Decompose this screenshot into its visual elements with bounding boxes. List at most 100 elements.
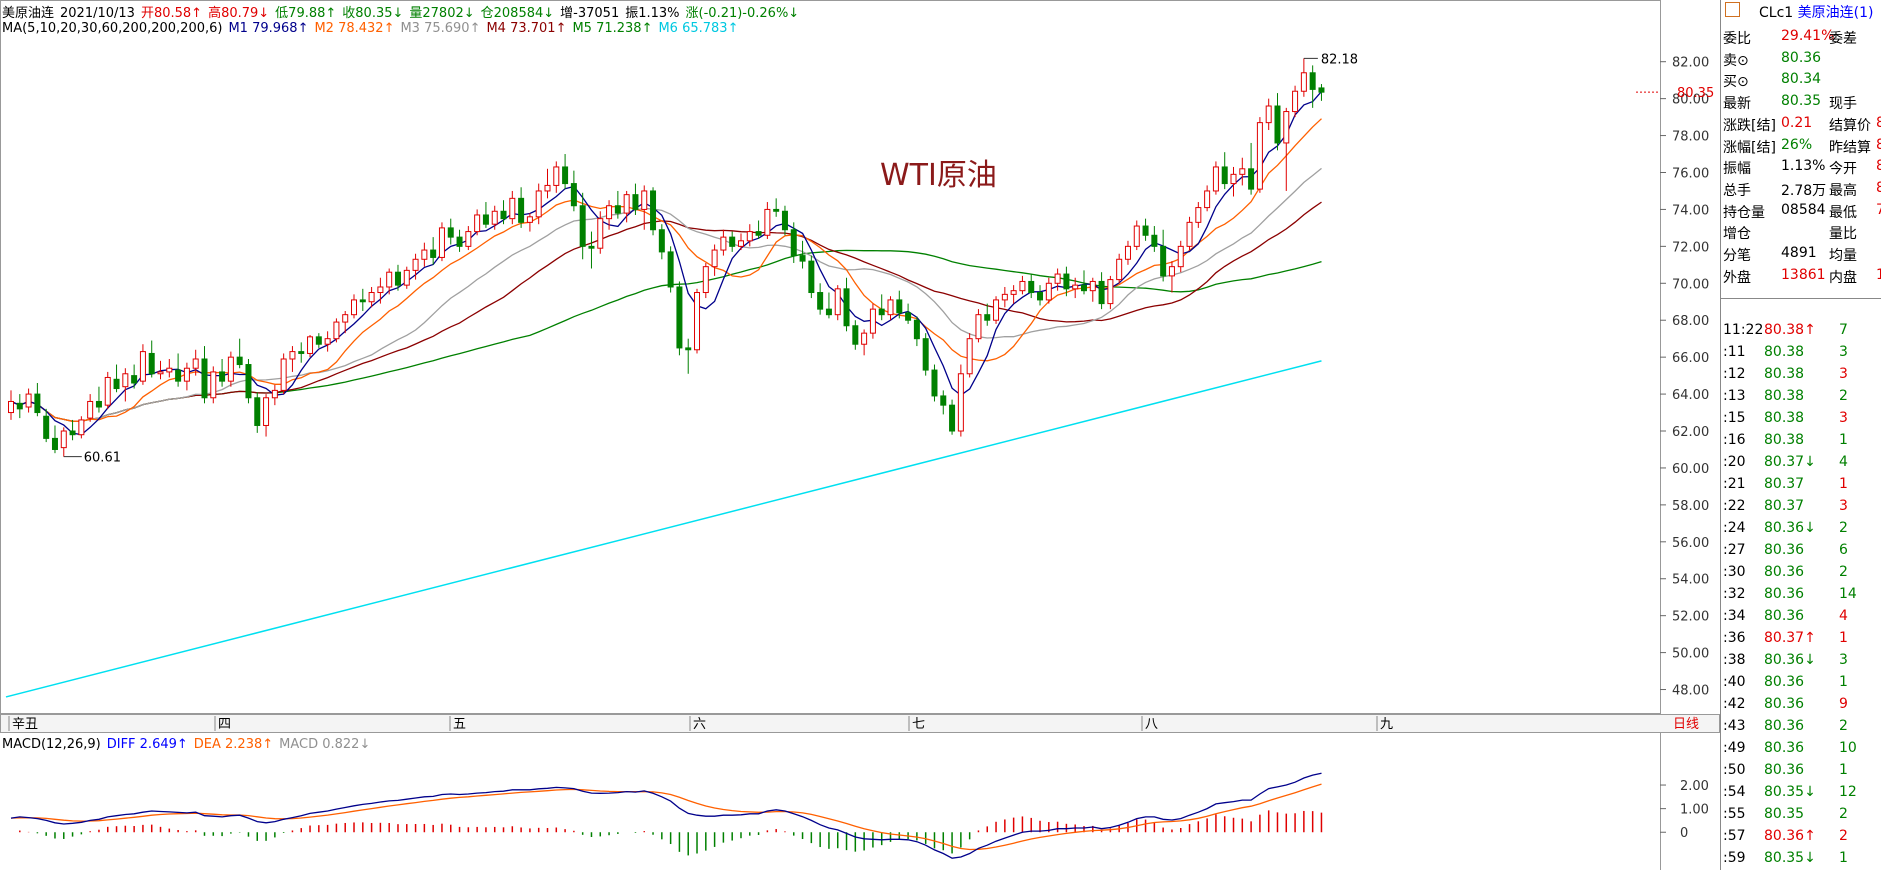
tick-row: :34 80.36 4 [1721,606,1881,628]
candle-body [526,216,533,223]
change-value: 涨(-0.21)-0.26%↓ [685,6,800,21]
tick-row: :43 80.36 2 [1721,716,1881,738]
candle-body [1098,280,1105,305]
tick-row: 11:22 80.38↑ 7 [1721,320,1881,342]
candle-body [421,249,428,260]
candle-body [975,314,982,340]
candle-body [614,205,621,214]
candle-body [131,375,138,384]
month-label: 六 [693,717,706,732]
candle-body [544,184,551,192]
candle-body [905,312,912,321]
tick-volume: 1 [1839,762,1848,778]
close-value: 收80.35↓ [342,6,404,21]
high-marker-label: 82.18 [1321,52,1358,67]
tick-price: 80.36 [1764,542,1805,558]
tick-time: :34 [1723,608,1746,624]
quote-row: 涨跌[结] 0.21 结算价 8 [1721,113,1881,135]
macd-label: MACD(12,26,9) [2,737,101,752]
ma-m6-line [5,360,1322,698]
tick-volume: 3 [1839,344,1848,360]
y-tick-label: 74.00 [1672,203,1709,218]
y-tick-label: 50.00 [1672,647,1709,662]
candle-body [1221,166,1228,185]
candle-body [500,210,507,220]
quote-row-label: 委比 [1723,31,1751,47]
quote-row: 振幅 1.13%今开 8 [1721,156,1881,178]
candle-body [16,402,23,410]
tick-row: :12 80.38 3 [1721,364,1881,386]
high-value: 高80.79↓ [208,6,270,21]
quote-row-label: 最新 [1723,96,1751,113]
candle-body [1037,292,1044,301]
candle-body [570,183,577,207]
tick-row: :42 80.36 9 [1721,694,1881,716]
quote-row: 最新 80.35 现手 [1721,91,1881,113]
tick-time: :42 [1723,696,1746,712]
panel-menu-icon[interactable] [1725,2,1740,17]
macd-header: MACD(12,26,9) DIFF 2.649↑ DEA 2.238↑ MACD 0… [2,737,376,752]
candle-body [315,336,322,345]
quote-row-value: 80.36 [1781,49,1822,66]
quote-row-label-2: 最低 [1829,204,1857,221]
tick-row: :36 80.37↑ 1 [1721,628,1881,650]
tick-volume: 2 [1839,520,1848,536]
candle-body [1283,111,1290,144]
macd-dea-line [10,783,1322,851]
month-label: 五 [453,717,466,732]
candle-body [51,437,58,450]
candle-body [606,205,613,220]
tick-time: :21 [1723,476,1746,492]
candle-body [1089,280,1096,292]
candle-body [632,194,639,210]
candle-body [949,404,956,432]
tick-price: 80.35↓ [1764,784,1816,800]
candle-body [579,205,586,247]
tick-volume: 7 [1839,322,1848,338]
x-axis-bar [0,714,1720,733]
candle-body [1063,273,1070,290]
candle-body [1230,173,1237,185]
candle-body [1160,245,1167,277]
candle-body [676,286,683,349]
tick-row: :15 80.38 3 [1721,408,1881,430]
candle-body [236,356,243,366]
candle-body [1195,207,1202,223]
tick-volume: 4 [1839,454,1848,470]
y-tick-label: 60.00 [1672,462,1709,477]
candle-body [667,251,674,288]
quote-row-label-2: 委差 [1829,31,1857,47]
tick-time: :15 [1723,410,1746,426]
candle-body [702,266,709,294]
month-label: 辛丑 [12,717,38,732]
candle-body [438,227,445,258]
low-value: 低79.88↑ [275,6,337,21]
tick-volume: 1 [1839,630,1848,646]
ma-m5: M5 71.238↑ [572,21,653,36]
quote-row-label: 增仓 [1723,226,1751,243]
candle-body [966,338,973,375]
candle-body [104,376,111,406]
y-tick-label: 72.00 [1672,240,1709,255]
candle-body [685,347,692,351]
quote-row-value-2: 7 [1876,202,1881,218]
tick-row: :24 80.36↓ 2 [1721,518,1881,540]
tick-price: 80.36 [1764,762,1805,778]
candle-body [1133,225,1140,247]
quote-row-label-2: 现手 [1829,96,1857,113]
candle-body [878,308,885,316]
candle-body [1204,190,1211,209]
quote-row-value: 2.78万 [1781,182,1827,199]
candle-body [342,314,349,323]
ma-label: MA(5,10,20,30,60,200,200,200,6) [2,21,223,36]
quote-row-label-2: 量比 [1829,226,1857,243]
macd-dea: DEA 2.238↑ [193,737,274,752]
tick-price: 80.38 [1764,366,1805,382]
candle-body [1116,258,1123,281]
candle-body [658,229,665,253]
candle-body [957,373,964,432]
tick-price: 80.35 [1764,806,1805,822]
candle-body [1124,245,1131,260]
tick-row: :59 80.35↓ 1 [1721,848,1881,870]
tick-volume: 3 [1839,366,1848,382]
